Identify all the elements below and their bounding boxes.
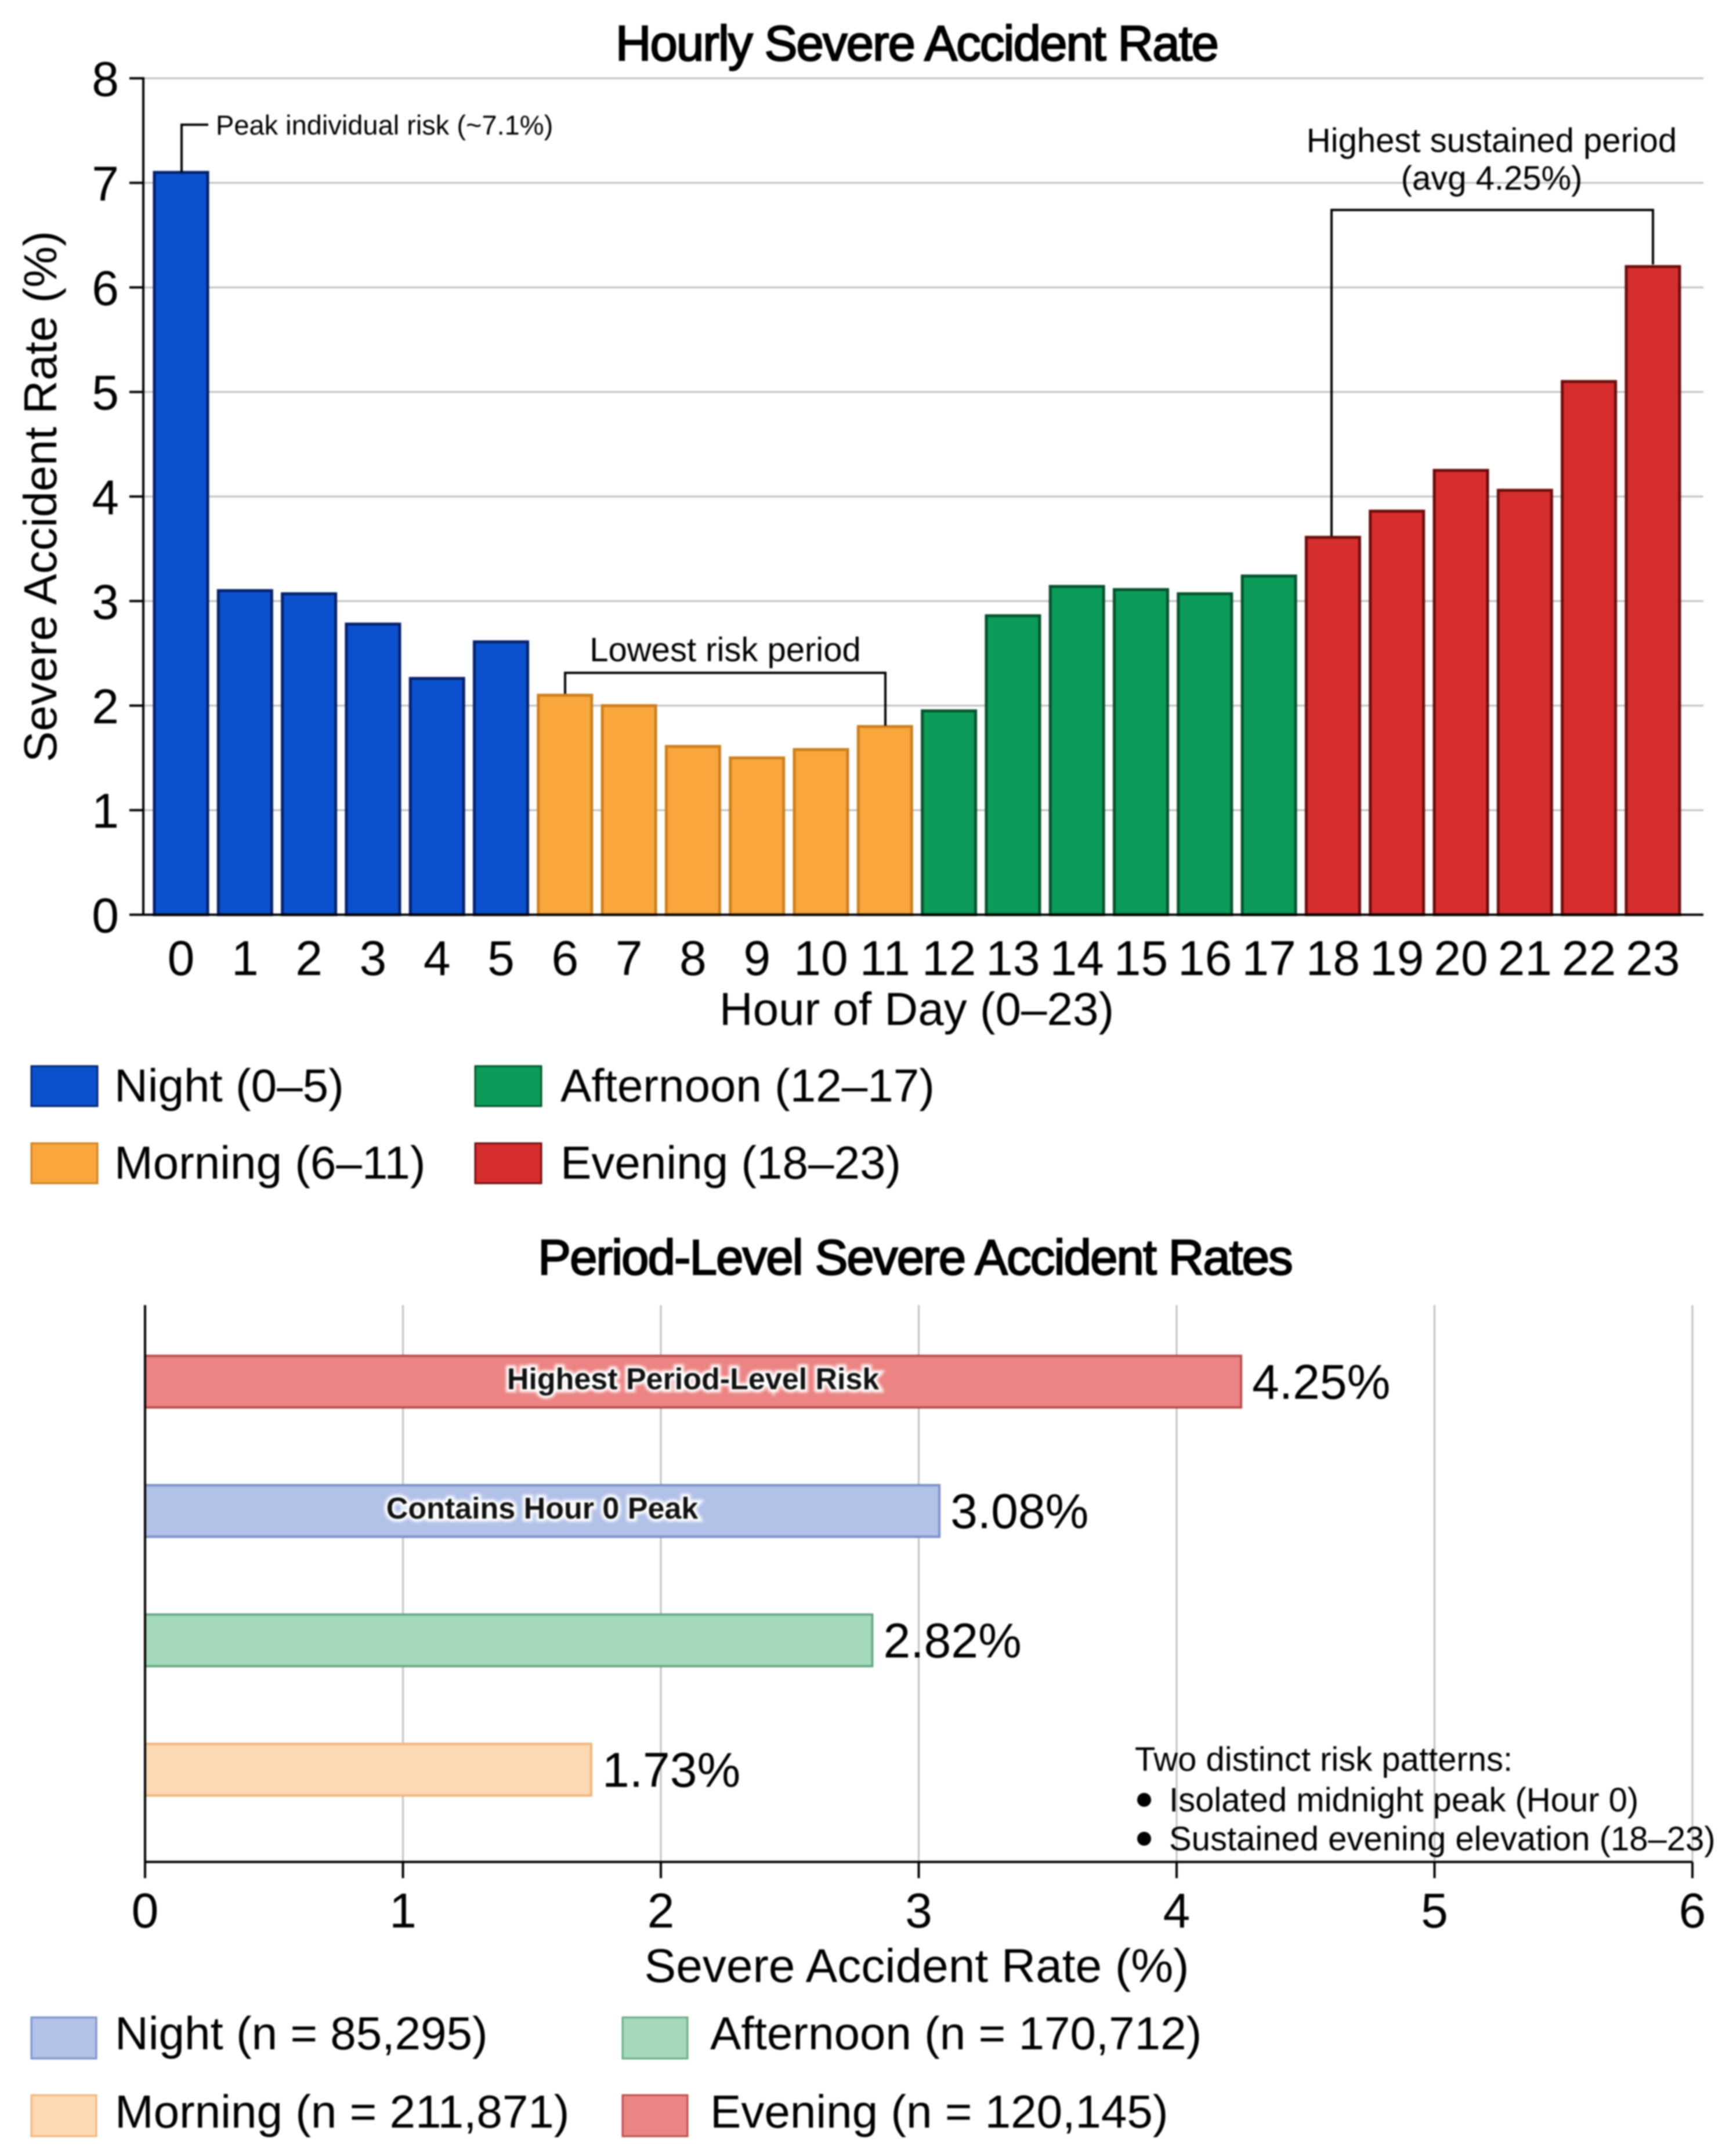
svg-text:15: 15 [1114, 931, 1168, 985]
svg-text:Highest Period-Level Risk: Highest Period-Level Risk [507, 1363, 880, 1396]
svg-text:Highest sustained period: Highest sustained period [1307, 122, 1677, 160]
svg-text:12: 12 [922, 931, 976, 985]
svg-text:Sustained evening elevation (1: Sustained evening elevation (18–23) [1169, 1820, 1716, 1858]
svg-text:23: 23 [1626, 931, 1680, 985]
svg-text:4: 4 [424, 931, 451, 985]
svg-text:Period-Level Severe Accident R: Period-Level Severe Accident Rates [538, 1230, 1292, 1285]
svg-text:5: 5 [1421, 1883, 1448, 1938]
svg-text:Evening (18–23): Evening (18–23) [560, 1137, 901, 1188]
svg-text:Hour of Day (0–23): Hour of Day (0–23) [719, 983, 1114, 1035]
svg-text:16: 16 [1178, 931, 1232, 985]
svg-text:19: 19 [1370, 931, 1424, 985]
svg-text:Lowest risk period: Lowest risk period [589, 631, 860, 669]
svg-text:Night (0–5): Night (0–5) [114, 1060, 344, 1111]
svg-text:4: 4 [92, 470, 119, 525]
svg-text:Severe Accident Rate (%): Severe Accident Rate (%) [15, 231, 66, 762]
svg-text:4: 4 [1163, 1883, 1191, 1938]
svg-text:7: 7 [92, 157, 119, 211]
svg-text:11: 11 [860, 931, 910, 985]
svg-text:5: 5 [487, 931, 515, 985]
svg-text:7: 7 [616, 931, 643, 985]
svg-text:20: 20 [1434, 931, 1488, 985]
svg-text:3: 3 [360, 931, 387, 985]
svg-text:6: 6 [1679, 1883, 1706, 1938]
svg-text:3.08%: 3.08% [950, 1484, 1088, 1539]
svg-text:Contains Hour 0 Peak: Contains Hour 0 Peak [386, 1492, 699, 1525]
svg-text:14: 14 [1050, 931, 1104, 985]
svg-text:Evening (n = 120,145): Evening (n = 120,145) [710, 2086, 1168, 2137]
svg-text:6: 6 [551, 931, 578, 985]
svg-text:Isolated midnight peak (Hour 0: Isolated midnight peak (Hour 0) [1169, 1781, 1638, 1819]
svg-text:17: 17 [1242, 931, 1296, 985]
svg-text:Morning (6–11): Morning (6–11) [114, 1137, 426, 1188]
svg-text:Afternoon (n = 170,712): Afternoon (n = 170,712) [710, 2008, 1202, 2059]
svg-text:2: 2 [295, 931, 323, 985]
svg-text:1: 1 [231, 931, 259, 985]
svg-text:Severe Accident Rate (%): Severe Accident Rate (%) [645, 1940, 1189, 1992]
svg-text:1: 1 [389, 1883, 417, 1938]
svg-text:4.25%: 4.25% [1252, 1355, 1390, 1409]
svg-text:18: 18 [1306, 931, 1360, 985]
svg-text:8: 8 [679, 931, 707, 985]
svg-text:1.73%: 1.73% [602, 1743, 740, 1798]
svg-text:22: 22 [1562, 931, 1616, 985]
svg-text:Highest Period-Level Risk: Highest Period-Level Risk [507, 1363, 880, 1396]
svg-text:21: 21 [1498, 931, 1552, 985]
svg-text:Afternoon (12–17): Afternoon (12–17) [560, 1060, 935, 1111]
svg-text:3: 3 [905, 1883, 932, 1938]
svg-text:6: 6 [92, 261, 119, 316]
svg-text:8: 8 [92, 52, 119, 107]
svg-text:Morning (n = 211,871): Morning (n = 211,871) [115, 2086, 569, 2137]
svg-text:5: 5 [92, 365, 119, 420]
svg-text:Hourly Severe Accident Rate: Hourly Severe Accident Rate [616, 16, 1218, 71]
svg-text:Two distinct risk patterns:: Two distinct risk patterns: [1135, 1741, 1513, 1778]
svg-text:Peak individual risk (~7.1%): Peak individual risk (~7.1%) [216, 110, 553, 140]
svg-text:1: 1 [92, 784, 119, 838]
svg-text:0: 0 [132, 1883, 159, 1938]
svg-text:0: 0 [168, 931, 195, 985]
svg-text:2: 2 [92, 679, 119, 734]
svg-text:9: 9 [743, 931, 770, 985]
svg-text:3: 3 [92, 575, 119, 629]
svg-text:Night (n = 85,295): Night (n = 85,295) [115, 2008, 488, 2059]
svg-text:10: 10 [794, 931, 848, 985]
svg-text:13: 13 [986, 931, 1040, 985]
svg-text:(avg 4.25%): (avg 4.25%) [1401, 160, 1583, 197]
svg-text:2: 2 [647, 1883, 675, 1938]
svg-text:2.82%: 2.82% [884, 1614, 1022, 1668]
svg-text:Contains Hour 0 Peak: Contains Hour 0 Peak [386, 1492, 699, 1525]
svg-text:0: 0 [92, 889, 119, 943]
